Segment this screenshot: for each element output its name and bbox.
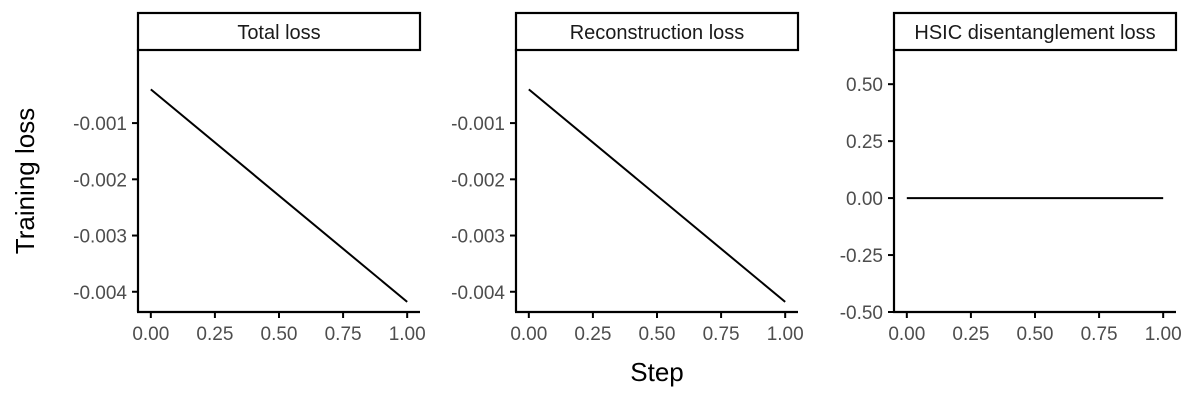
x-tick-label: 1.00 bbox=[389, 324, 426, 345]
y-tick-label: -0.004 bbox=[73, 283, 127, 304]
x-tick-label: 0.25 bbox=[952, 324, 989, 345]
x-axis-title: Step bbox=[630, 357, 684, 387]
x-tick-label: 0.00 bbox=[888, 324, 925, 345]
x-tick-label: 1.00 bbox=[1145, 324, 1182, 345]
x-tick-label: 0.50 bbox=[261, 324, 298, 345]
facet-panel-2: 0.00 0.25 0.50 0.75 1.00 -0.001 -0.002 -0.003 -0… bbox=[451, 11, 804, 345]
y-tick-label: -0.003 bbox=[73, 227, 127, 248]
facet-panel-3: 0.00 0.25 0.50 0.75 1.00 0.50 0.25 0.00 -0.25 -0.… bbox=[840, 11, 1182, 345]
x-tick-label: 0.25 bbox=[196, 324, 233, 345]
x-tick-label: 0.00 bbox=[132, 324, 169, 345]
y-tick-label: 0.50 bbox=[846, 75, 883, 96]
x-tick-label: 0.00 bbox=[510, 324, 547, 345]
y-axis-title: Training loss bbox=[10, 108, 40, 254]
y-tick-label: 0.25 bbox=[846, 132, 883, 153]
x-tick-label: 1.00 bbox=[767, 324, 804, 345]
y-tick-label: -0.004 bbox=[451, 283, 505, 304]
y-tick-label: -0.002 bbox=[73, 170, 127, 191]
facet-strip bbox=[136, 11, 422, 52]
x-tick-label: 0.50 bbox=[639, 324, 676, 345]
facet-panels: 0.00 0.25 0.50 0.75 1.00 -0.001 -0.002 -0.003 -0… bbox=[73, 11, 1182, 345]
y-tick-label: -0.25 bbox=[840, 246, 883, 267]
y-tick-label: -0.001 bbox=[451, 114, 505, 135]
facet-panel-1: 0.00 0.25 0.50 0.75 1.00 -0.001 -0.002 -0.003 -0… bbox=[73, 11, 426, 345]
facet-strip-label: Total loss bbox=[237, 22, 320, 44]
x-tick-label: 0.75 bbox=[1081, 324, 1118, 345]
series-line-1 bbox=[150, 88, 408, 303]
x-tick-label: 0.75 bbox=[325, 324, 362, 345]
x-tick-label: 0.25 bbox=[574, 324, 611, 345]
y-tick-label: 0.00 bbox=[846, 189, 883, 210]
y-tick-label: -0.50 bbox=[840, 303, 883, 324]
facet-strip bbox=[892, 11, 1178, 52]
y-tick-label: -0.003 bbox=[451, 227, 505, 248]
facet-strip-label: Reconstruction loss bbox=[570, 22, 745, 44]
x-tick-label: 0.50 bbox=[1017, 324, 1054, 345]
x-tick-label: 0.75 bbox=[703, 324, 740, 345]
series-line-1 bbox=[528, 88, 786, 303]
facet-strip-label: HSIC disentanglement loss bbox=[914, 22, 1155, 44]
y-tick-label: -0.001 bbox=[73, 114, 127, 135]
y-tick-label: -0.002 bbox=[451, 170, 505, 191]
facet-strip bbox=[514, 11, 800, 52]
